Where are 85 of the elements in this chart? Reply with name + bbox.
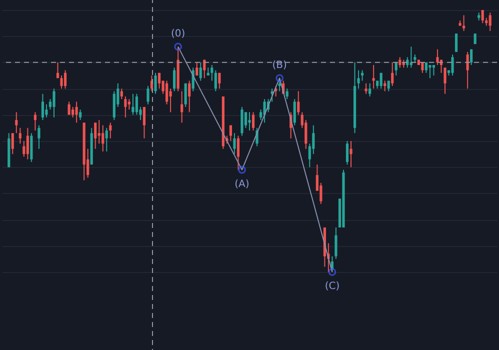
candlestick — [286, 88, 288, 100]
candlestick — [38, 124, 40, 150]
candlestick — [210, 64, 214, 82]
candlestick — [188, 80, 191, 113]
candlestick — [184, 82, 187, 108]
candlestick — [297, 90, 300, 116]
candlestick — [79, 109, 82, 121]
candlestick — [462, 14, 466, 32]
candlestick — [451, 54, 454, 76]
candlestick — [488, 12, 492, 32]
candlestick — [346, 140, 349, 166]
candlestick — [394, 62, 398, 76]
text: (C) — [324, 281, 340, 292]
candlestick — [105, 127, 108, 152]
candlestick — [432, 64, 436, 76]
candlestick — [372, 64, 375, 90]
candlestick — [124, 96, 127, 118]
candlestick — [334, 226, 338, 260]
point — [238, 166, 246, 174]
candlestick — [75, 101, 78, 124]
point — [174, 42, 182, 51]
annotation: (A) — [234, 178, 250, 190]
candlestick — [132, 93, 134, 116]
candlestick — [60, 75, 63, 90]
candlestick — [94, 122, 97, 150]
candlestick — [64, 70, 67, 90]
candlestick — [34, 112, 36, 132]
candlestick — [252, 112, 255, 132]
point — [276, 74, 284, 82]
candlestick — [368, 82, 372, 97]
candlestick — [45, 104, 48, 118]
candlestick — [98, 120, 100, 144]
candlestick — [240, 106, 244, 136]
candlestick — [218, 72, 221, 90]
candlestick — [199, 62, 202, 82]
candlestick — [68, 101, 70, 116]
candlestick — [109, 122, 112, 139]
candlestick — [120, 88, 123, 100]
candlestick — [364, 82, 368, 94]
candlestick — [481, 10, 484, 24]
candlestick — [436, 48, 439, 66]
candlestick — [56, 62, 60, 79]
candlestick — [398, 56, 402, 68]
candlestick — [428, 64, 432, 79]
candlestick — [470, 48, 473, 66]
candlestick — [173, 67, 176, 92]
candlestick — [15, 112, 18, 134]
candlestick — [270, 88, 274, 102]
candlestick — [52, 88, 56, 118]
candlestick — [466, 51, 469, 90]
candlestick — [30, 132, 33, 162]
candlestick — [41, 93, 44, 121]
candlestick — [165, 80, 168, 105]
candlestick — [391, 62, 394, 86]
candlestick — [263, 98, 266, 124]
candlestick — [248, 112, 251, 132]
candlestick — [154, 72, 157, 94]
annotation: (0) — [170, 28, 186, 40]
candlestick — [112, 90, 116, 121]
candlestick — [233, 132, 236, 155]
candlestick — [380, 72, 382, 90]
candlestick — [214, 70, 217, 92]
candlestick — [142, 106, 146, 139]
candlestick — [18, 127, 22, 144]
candlestick — [444, 67, 446, 94]
candlestick — [71, 106, 74, 118]
candlestick — [384, 80, 386, 92]
candlestick — [158, 72, 161, 90]
candlestick — [454, 33, 458, 52]
annotation: (B) — [272, 60, 288, 72]
candlestick — [135, 93, 138, 116]
candlestick — [293, 98, 296, 126]
candlestick — [196, 62, 198, 76]
candlestick — [236, 135, 240, 170]
candlestick — [26, 127, 29, 160]
candlestick — [128, 98, 130, 110]
candlestick — [102, 124, 104, 152]
point — [328, 268, 336, 276]
candlestick — [11, 132, 14, 155]
candlestick — [180, 90, 184, 124]
candlestick — [360, 70, 364, 82]
candlestick — [350, 140, 352, 168]
candlestick — [387, 80, 390, 92]
candlestick — [146, 85, 150, 105]
candlestick — [229, 124, 232, 142]
